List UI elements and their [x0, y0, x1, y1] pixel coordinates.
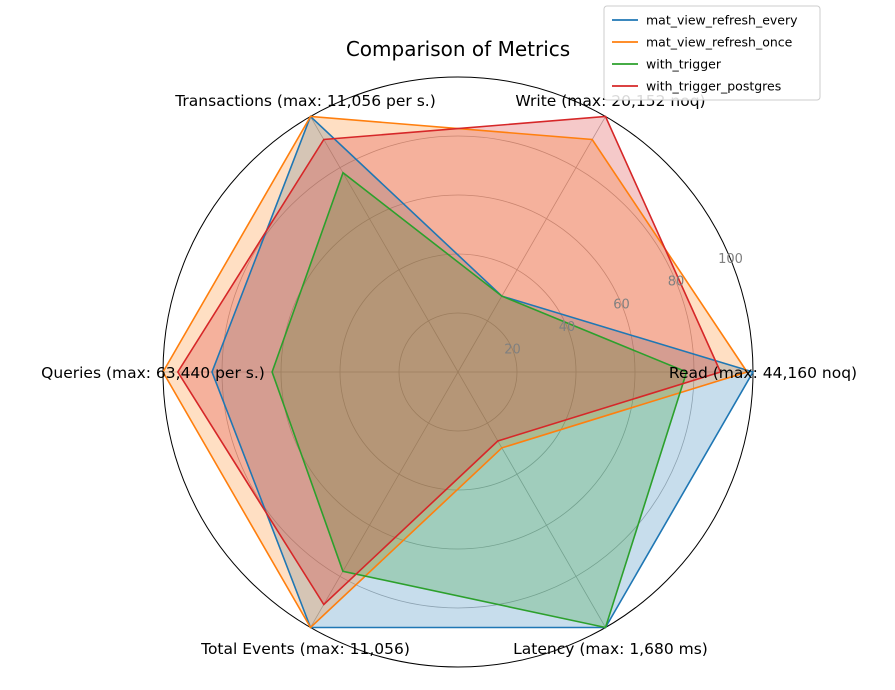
axis-label: Read (max: 44,160 noq) [669, 364, 857, 382]
radial-tick-label: 40 [559, 320, 576, 335]
ring-gridline [280, 194, 636, 550]
legend-entry: mat_view_refresh_once [646, 35, 793, 50]
radial-tick-labels: 20 40 60 80 100 [504, 252, 743, 357]
axis-label: Transactions (max: 11,056 per s.) [174, 92, 436, 110]
series-line-with_trigger_postgres [176, 115, 722, 606]
legend: mat_view_refresh_every mat_view_refresh_o… [603, 5, 821, 101]
radial-tick-label: 60 [613, 297, 630, 312]
chart-title: Comparison of Metrics [346, 37, 570, 61]
series-fill-mat_view_refresh_once [163, 116, 748, 628]
series-fill-mat_view_refresh_every [212, 116, 753, 628]
axis-label: Total Events (max: 11,056) [200, 640, 410, 658]
spoke-gridline [457, 371, 606, 628]
radial-tick-label: 80 [668, 275, 685, 290]
legend-entry: mat_view_refresh_every [646, 13, 798, 28]
series-lines [162, 115, 755, 629]
series-line-with_trigger [271, 171, 688, 629]
radial-tick-label: 20 [504, 342, 521, 357]
legend-entry: with_trigger_postgres [646, 79, 781, 94]
radial-tick-label: 100 [718, 252, 743, 267]
axis-label: Queries (max: 63,440 per s.) [41, 364, 265, 382]
axis-label: Latency (max: 1,680 ms) [513, 640, 708, 658]
axis-labels: Read (max: 44,160 noq)Write (max: 20,152… [41, 92, 857, 658]
series-fill-with_trigger_postgres [177, 116, 721, 605]
series-fills [163, 116, 753, 628]
spoke-gridline [310, 116, 459, 373]
series-fill-with_trigger [272, 172, 687, 628]
spoke-gridline [310, 371, 459, 628]
legend-entry: with_trigger [646, 57, 722, 72]
ring-gridline [398, 312, 518, 432]
series-line-mat_view_refresh_once [162, 115, 749, 629]
legend-box [603, 5, 821, 101]
ring-gridline [221, 135, 695, 609]
spoke-gridline [457, 116, 606, 373]
